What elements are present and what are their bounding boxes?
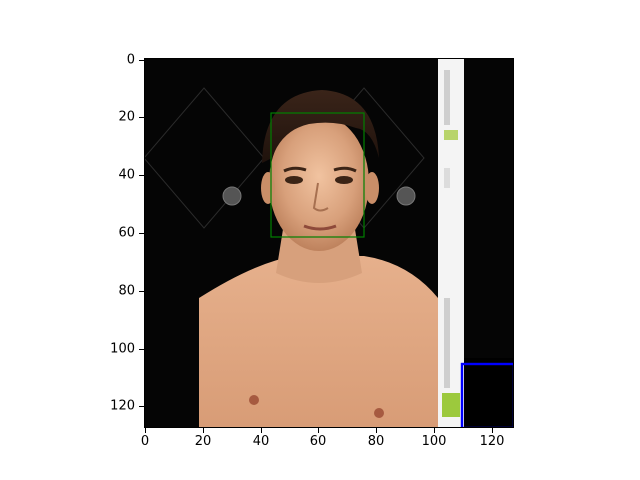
- x-tick: [261, 428, 262, 433]
- y-tick: [139, 406, 144, 407]
- x-tick-label: 60: [309, 434, 327, 449]
- corner-box: [460, 362, 514, 428]
- x-tick: [203, 428, 204, 433]
- x-tick-label: 40: [252, 434, 270, 449]
- y-tick: [139, 349, 144, 350]
- x-tick-label: 100: [421, 434, 447, 449]
- y-tick: [139, 117, 144, 118]
- x-tick: [376, 428, 377, 433]
- x-tick-label: 20: [194, 434, 212, 449]
- image-area: [144, 58, 514, 428]
- y-tick: [139, 233, 144, 234]
- y-tick-label: 0: [126, 52, 135, 68]
- corner-black: [464, 358, 514, 428]
- x-tick-label: 120: [479, 434, 505, 449]
- torso: [199, 256, 438, 428]
- y-tick: [139, 291, 144, 292]
- x-tick: [492, 428, 493, 433]
- y-tick-label: 100: [110, 341, 135, 357]
- right-strip-details: [442, 70, 460, 417]
- x-tick-label: 0: [140, 434, 150, 449]
- y-tick-label: 80: [118, 283, 135, 299]
- y-tick-label: 120: [110, 398, 135, 414]
- y-tick-label: 40: [118, 167, 135, 183]
- right-strip: [438, 58, 464, 428]
- y-tick: [139, 175, 144, 176]
- hair: [262, 90, 379, 163]
- x-tick: [434, 428, 435, 433]
- y-tick: [139, 60, 144, 61]
- watermark: [144, 87, 425, 229]
- x-tick-label: 80: [367, 434, 385, 449]
- face-box: [270, 112, 365, 238]
- x-tick: [318, 428, 319, 433]
- head: [269, 115, 369, 251]
- x-tick: [145, 428, 146, 433]
- y-tick-label: 60: [118, 225, 135, 241]
- photo-image: [144, 58, 514, 428]
- y-tick-label: 20: [118, 109, 135, 125]
